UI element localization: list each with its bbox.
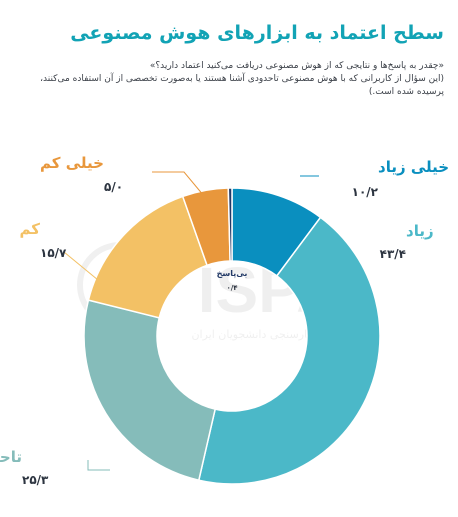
slice-label-very-high: خیلی زیاد <box>378 158 449 176</box>
slice-label-high: زیاد <box>406 222 434 240</box>
slice-label-somewhat: تاحدودی <box>0 448 22 466</box>
slice-no-answer <box>227 187 233 262</box>
leader-lines <box>63 171 319 471</box>
slice-label-no-answer: بی‌پاسخ <box>217 269 248 278</box>
slice-high <box>197 216 381 485</box>
slice-value-high: ۴۳/۴ <box>380 247 406 261</box>
leader-line-low <box>63 251 99 281</box>
slice-value-low: ۱۵/۷ <box>40 246 67 260</box>
donut-slices <box>83 187 381 485</box>
slice-value-very-high: ۱۰/۲ <box>352 185 379 199</box>
slice-value-very-low: ۵/۰ <box>104 180 123 194</box>
slice-label-very-low: خیلی کم <box>40 154 104 172</box>
slice-label-low: کم <box>20 220 41 238</box>
slice-somewhat <box>83 299 217 482</box>
survey-question: «چقدر به پاسخ‌ها و نتایجی که از هوش مصنو… <box>149 61 444 71</box>
leader-line-very-low <box>152 171 205 197</box>
chart-title: سطح اعتماد به ابزارهای هوش مصنوعی <box>70 22 444 44</box>
slice-value-no-answer: ۰/۴ <box>226 284 238 292</box>
survey-note: (این سؤال از کاربرانی که با هوش مصنوعی ت… <box>40 74 444 97</box>
leader-line-somewhat <box>87 460 110 471</box>
chart-subtitle: «چقدر به پاسخ‌ها و نتایجی که از هوش مصنو… <box>14 60 444 99</box>
slice-value-somewhat: ۲۵/۳ <box>22 473 49 487</box>
